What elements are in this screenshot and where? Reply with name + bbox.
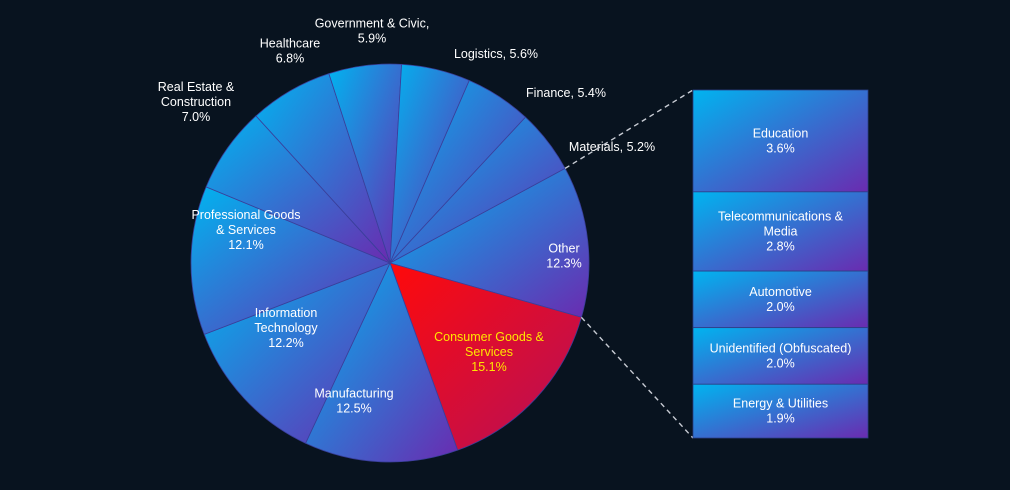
pie-label-consumer-goods-services: Consumer Goods & Services 15.1% (434, 330, 544, 374)
pie-label-logistics: Logistics, 5.6% (454, 47, 538, 61)
breakout-label-telecommunications-media: Telecommunications & Media 2.8% (718, 210, 844, 254)
pie-labels: Other 12.3% Consumer Goods & Services 15.1% M… (158, 17, 655, 416)
pie-slices (190, 63, 590, 463)
connector-top (564, 89, 694, 169)
pie-label-manufacturing: Manufacturing 12.5% (314, 387, 393, 416)
breakout-segment-unidentified-obfuscated (692, 327, 869, 385)
breakout-labels: Education 3.6% Telecommunications & Media 2.… (710, 126, 852, 425)
pie-slice-materials (389, 116, 566, 264)
breakout-label-automotive: Automotive 2.0% (749, 285, 812, 314)
pie-slice-professional-goods-services (190, 186, 392, 335)
breakout-segment-energy-utilities (692, 383, 869, 439)
pie-label-professional-goods-services: Professional Goods & Services 12.1% (191, 208, 300, 252)
pie-label-materials: Materials, 5.2% (569, 140, 655, 154)
breakout-segment-education (692, 89, 869, 193)
pie-label-finance: Finance, 5.4% (526, 86, 606, 100)
pie-slice-manufacturing (305, 261, 459, 463)
connector-bottom (580, 316, 694, 439)
pie-slice-other (388, 167, 590, 318)
pie-label-other: Other 12.3% (546, 242, 581, 271)
pie-label-real-estate-construction: Real Estate & Construction 7.0% (158, 80, 235, 124)
breakout-connectors (564, 89, 694, 439)
breakout-segment-telecommunications-media (692, 191, 869, 272)
pie-label-information-technology: Information Technology 12.2% (254, 306, 318, 350)
breakout-label-energy-utilities: Energy & Utilities 1.9% (733, 397, 828, 426)
pie-slice-information-technology (203, 262, 391, 444)
breakout-segment-automotive (692, 270, 869, 329)
pie-label-government-civic: Government & Civic, 5.9% (315, 17, 430, 46)
pie-label-healthcare: Healthcare 6.8% (260, 37, 320, 66)
breakout-label-education: Education 3.6% (753, 126, 809, 155)
breakout-label-unidentified-obfuscated: Unidentified (Obfuscated) 2.0% (710, 342, 852, 371)
breakout-bar (692, 89, 869, 439)
pie-slice-consumer-goods-services (389, 262, 582, 451)
